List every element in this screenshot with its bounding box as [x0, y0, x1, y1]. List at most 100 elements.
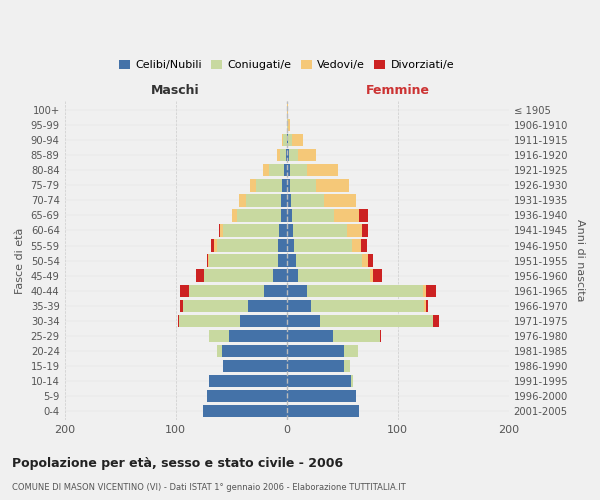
Bar	[287, 164, 290, 176]
Text: Maschi: Maschi	[151, 84, 200, 98]
Bar	[284, 164, 287, 176]
Bar	[278, 240, 287, 252]
Bar	[189, 284, 265, 297]
Bar	[292, 134, 304, 146]
Bar	[287, 210, 292, 222]
Bar	[287, 179, 290, 192]
Bar	[205, 270, 274, 282]
Text: COMUNE DI MASON VICENTINO (VI) - Dati ISTAT 1° gennaio 2006 - Elaborazione TUTTI: COMUNE DI MASON VICENTINO (VI) - Dati IS…	[12, 484, 406, 492]
Legend: Celibi/Nubili, Coniugati/e, Vedovi/e, Divorziati/e: Celibi/Nubili, Coniugati/e, Vedovi/e, Di…	[115, 56, 459, 75]
Bar	[217, 240, 278, 252]
Bar	[287, 119, 288, 132]
Bar	[287, 254, 296, 267]
Text: Femmine: Femmine	[366, 84, 430, 98]
Bar	[296, 254, 362, 267]
Bar	[220, 224, 223, 236]
Bar	[307, 164, 338, 176]
Y-axis label: Fasce di età: Fasce di età	[15, 228, 25, 294]
Bar	[222, 344, 287, 357]
Bar	[196, 270, 205, 282]
Bar	[256, 179, 282, 192]
Bar	[207, 254, 208, 267]
Bar	[287, 270, 298, 282]
Bar	[245, 194, 281, 206]
Bar	[287, 390, 356, 402]
Bar	[232, 210, 237, 222]
Bar	[178, 314, 179, 327]
Bar	[209, 330, 229, 342]
Bar	[214, 240, 217, 252]
Bar	[223, 224, 279, 236]
Bar	[291, 194, 325, 206]
Bar	[248, 300, 287, 312]
Bar	[282, 134, 283, 146]
Bar	[316, 179, 349, 192]
Bar	[208, 254, 209, 267]
Bar	[292, 210, 334, 222]
Bar	[207, 390, 287, 402]
Bar	[344, 360, 350, 372]
Bar	[280, 149, 286, 162]
Bar	[229, 330, 287, 342]
Bar	[288, 134, 292, 146]
Bar	[281, 194, 287, 206]
Bar	[362, 224, 368, 236]
Bar	[287, 375, 351, 387]
Bar	[287, 360, 344, 372]
Bar	[380, 330, 381, 342]
Bar	[425, 284, 436, 297]
Bar	[217, 344, 222, 357]
Bar	[351, 375, 353, 387]
Bar	[240, 314, 287, 327]
Bar	[209, 254, 278, 267]
Bar	[311, 300, 424, 312]
Bar	[362, 254, 368, 267]
Bar	[286, 149, 287, 162]
Bar	[180, 300, 184, 312]
Bar	[290, 164, 307, 176]
Bar	[279, 224, 287, 236]
Bar	[433, 314, 439, 327]
Bar	[287, 104, 288, 116]
Bar	[334, 210, 359, 222]
Bar	[209, 375, 287, 387]
Bar	[287, 134, 288, 146]
Bar	[211, 240, 214, 252]
Bar	[278, 254, 287, 267]
Bar	[373, 270, 382, 282]
Bar	[239, 194, 245, 206]
Bar	[307, 284, 424, 297]
Bar	[287, 314, 320, 327]
Bar	[288, 119, 290, 132]
Y-axis label: Anni di nascita: Anni di nascita	[575, 220, 585, 302]
Bar	[274, 270, 287, 282]
Bar	[265, 284, 287, 297]
Bar	[344, 344, 358, 357]
Bar	[334, 330, 380, 342]
Bar	[287, 194, 291, 206]
Bar	[290, 179, 316, 192]
Bar	[359, 210, 368, 222]
Bar	[219, 224, 220, 236]
Bar	[287, 149, 289, 162]
Bar	[368, 254, 373, 267]
Bar	[250, 179, 256, 192]
Bar	[352, 240, 361, 252]
Bar	[298, 149, 316, 162]
Bar	[289, 149, 298, 162]
Bar	[287, 344, 344, 357]
Bar	[425, 300, 428, 312]
Bar	[287, 405, 359, 417]
Bar	[179, 314, 240, 327]
Bar	[298, 270, 370, 282]
Bar	[180, 284, 189, 297]
Bar	[287, 240, 295, 252]
Bar	[293, 224, 347, 236]
Bar	[287, 224, 293, 236]
Bar	[424, 284, 425, 297]
Bar	[325, 194, 356, 206]
Bar	[281, 210, 287, 222]
Bar	[320, 314, 433, 327]
Bar	[370, 270, 373, 282]
Bar	[184, 300, 248, 312]
